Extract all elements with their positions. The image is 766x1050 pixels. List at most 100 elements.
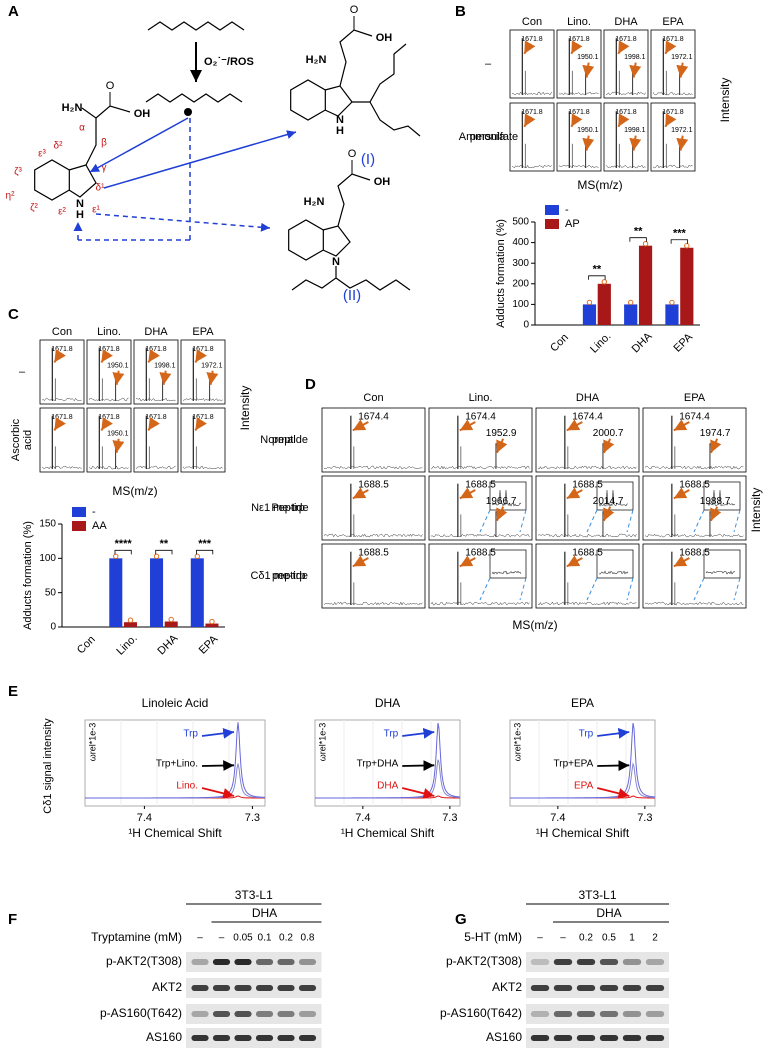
panel-letter: D <box>305 376 316 393</box>
x-tick-label: Lino. <box>114 632 139 657</box>
y-tick-label: 0 <box>523 320 529 331</box>
dot <box>153 553 160 560</box>
product-pyrrole <box>322 225 351 257</box>
significance-bracket <box>196 549 214 555</box>
blot-strip <box>186 952 322 972</box>
spectrum-box <box>321 407 426 473</box>
peak-arrow <box>112 370 125 385</box>
peak-arrow <box>570 113 583 128</box>
band <box>298 1035 317 1041</box>
peak-arrow <box>676 62 689 78</box>
peak-label: 1674.4 <box>358 412 389 423</box>
spectrum-box <box>428 475 533 541</box>
spectrum-box <box>509 29 555 99</box>
product-label: (II) <box>343 287 361 304</box>
spectrum-box <box>642 407 747 473</box>
blot-label: AKT2 <box>492 980 522 994</box>
x-tick-label: Lino. <box>588 330 613 355</box>
spectrum-trace <box>558 164 599 169</box>
spectrum <box>642 475 747 541</box>
spectrum-trace <box>511 91 552 96</box>
axis-label: MS(m/z) <box>512 618 557 632</box>
atom: OH <box>376 32 393 44</box>
peak-arrow <box>112 438 125 453</box>
blot-strip <box>526 978 669 998</box>
band <box>255 1035 274 1041</box>
lane-label: 0.1 <box>258 933 272 944</box>
legend-swatch <box>545 219 559 229</box>
spectrum <box>428 543 533 609</box>
atom-label: ζ³ <box>14 167 22 178</box>
trace-label: Trp <box>384 729 399 740</box>
band <box>212 985 231 991</box>
peak-arrow <box>496 506 508 522</box>
peak-label: 1671.8 <box>568 36 590 43</box>
peak-label: 1671.8 <box>98 346 120 353</box>
band <box>277 959 295 965</box>
zoom-line <box>519 577 527 601</box>
blot-strip <box>526 1004 669 1024</box>
spectrum <box>556 102 602 172</box>
panel-letter: C <box>8 306 19 323</box>
band <box>530 959 550 965</box>
peak-label: 1688.5 <box>679 548 710 559</box>
peak-arrow <box>664 40 677 55</box>
spectrum-trace <box>88 397 129 402</box>
band <box>645 959 665 965</box>
spectrum-trace <box>323 601 423 606</box>
x-tick-label: 7.3 <box>245 812 260 824</box>
product-benzene <box>288 219 324 261</box>
column-header: Lino. <box>97 326 121 338</box>
zoom-line <box>626 509 634 533</box>
atom-label: γ <box>102 163 107 174</box>
legend-swatch <box>72 521 86 531</box>
peak-label: 1671.8 <box>521 109 543 116</box>
x-tick-label: EPA <box>672 331 696 355</box>
peak-arrow <box>570 40 583 55</box>
inset-trace <box>598 489 629 507</box>
peak-label: 1671.8 <box>192 346 214 353</box>
trace-label: Trp+EPA <box>554 759 594 770</box>
peak-label: 1988.7 <box>700 496 731 507</box>
band <box>234 1035 252 1041</box>
peak-label: 1972.1 <box>671 127 693 134</box>
peak-arrow <box>582 135 595 151</box>
lane-label: 0.2 <box>579 933 593 944</box>
band <box>298 959 317 965</box>
legend-swatch <box>545 205 559 215</box>
spectrum-box <box>603 102 649 172</box>
atom-label: ε³ <box>38 149 46 160</box>
band <box>599 1035 619 1041</box>
indole-pyrrole <box>68 164 97 198</box>
lane-label: 0.05 <box>233 933 253 944</box>
spectrum-box <box>180 339 226 405</box>
bar <box>123 622 137 627</box>
axis-label: Intensity <box>718 78 732 123</box>
x-tick-label: DHA <box>630 330 655 355</box>
x-tick-label: EPA <box>197 633 221 657</box>
band <box>255 959 274 965</box>
blot-label: p-AS160(T642) <box>100 1006 182 1020</box>
band <box>191 959 209 965</box>
y-tick-label: 0 <box>50 622 56 633</box>
spectrum-box <box>535 543 640 609</box>
column-header: Con <box>363 392 383 404</box>
dot <box>586 299 593 306</box>
bar <box>205 623 219 627</box>
atom: OH <box>374 176 391 188</box>
spectrum <box>321 407 426 473</box>
peak-arrow <box>53 349 66 363</box>
product-tail <box>369 101 421 137</box>
dot <box>684 243 690 249</box>
peak-label: 1671.8 <box>615 109 637 116</box>
zoom-line <box>733 577 741 601</box>
trace-arrow <box>402 760 435 771</box>
peak-label: 1950.1 <box>577 54 599 61</box>
atom: H₂N <box>306 54 327 66</box>
spectrum-trace <box>644 465 744 470</box>
nmr-trace <box>84 722 266 799</box>
legend-swatch <box>72 507 86 517</box>
row-label: Ammonia <box>459 131 506 143</box>
trace-arrow <box>597 727 630 739</box>
plot-title: EPA <box>571 696 594 710</box>
